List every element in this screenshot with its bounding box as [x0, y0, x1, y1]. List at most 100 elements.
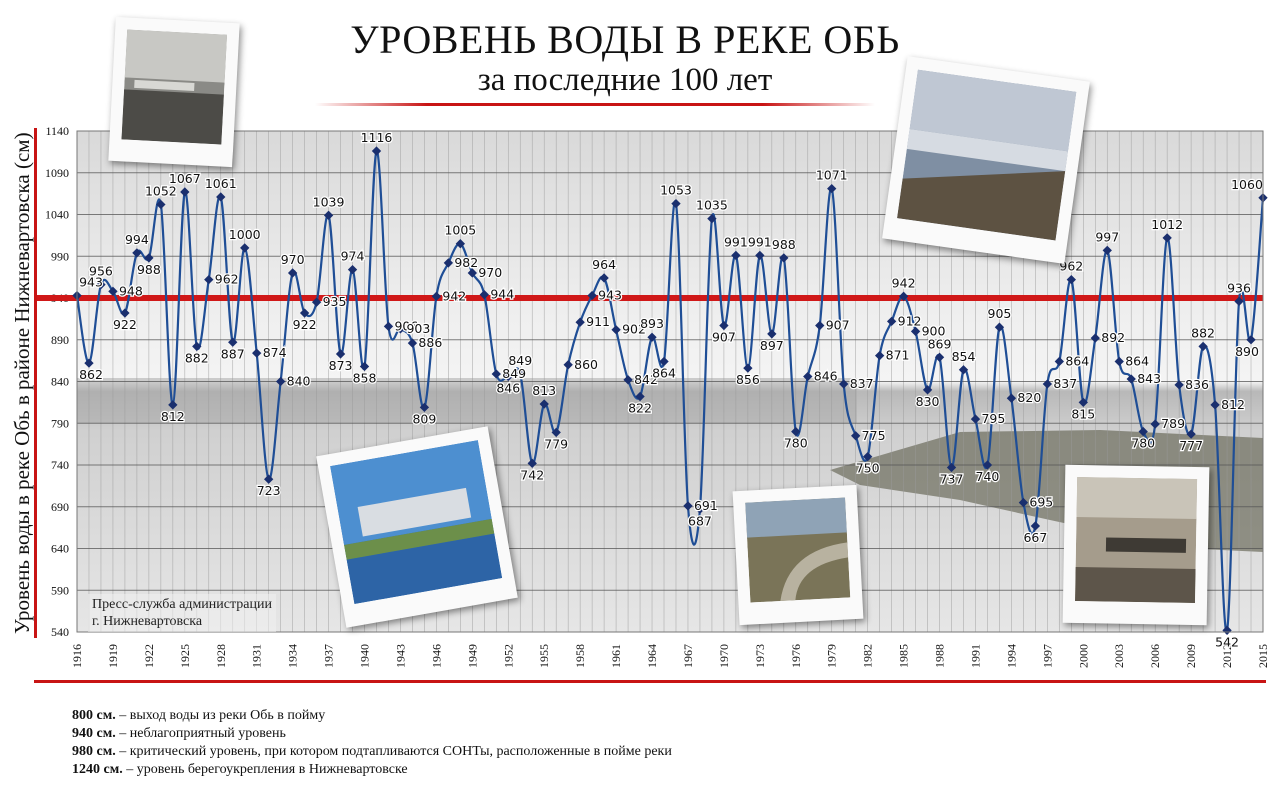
legend-value: 1240 см.	[72, 762, 123, 777]
data-label: 887	[221, 346, 245, 361]
x-tick-label: 2015	[1256, 644, 1270, 668]
x-tick-label: 1997	[1040, 644, 1054, 668]
data-label: 856	[736, 372, 760, 387]
data-label: 723	[257, 483, 281, 498]
data-point-marker	[120, 308, 130, 318]
data-label: 882	[1191, 325, 1215, 340]
data-point-marker	[156, 199, 166, 210]
data-label: 907	[712, 330, 736, 345]
legend-item: 800 см. – выход воды из реки Обь в пойму	[72, 707, 672, 725]
data-label: 813	[532, 383, 556, 398]
data-point-marker	[623, 375, 633, 385]
data-label: 846	[496, 380, 520, 395]
legend-value: 980 см.	[72, 744, 116, 759]
data-label: 1116	[361, 130, 393, 145]
photo-image	[121, 29, 228, 145]
photo-image	[897, 69, 1077, 241]
x-tick-label: 1934	[286, 644, 300, 668]
data-label: 970	[281, 252, 305, 267]
x-tick-label: 1925	[178, 644, 192, 668]
data-label: 902	[622, 322, 646, 337]
data-label: 837	[1053, 376, 1077, 391]
data-label: 1035	[696, 198, 728, 213]
data-point-marker	[275, 376, 286, 387]
y-axis-label: Уровень воды в реке Обь в районе Нижнева…	[10, 132, 34, 634]
data-label: 812	[161, 409, 185, 424]
x-tick-label: 1937	[322, 644, 336, 668]
photo-image	[330, 440, 503, 605]
x-tick-labels: 1916 1919 1922 1925 1928 1931 1934 1937 1940 1943…	[70, 644, 1270, 668]
data-label: 970	[478, 265, 502, 280]
x-tick-label: 1985	[897, 644, 911, 668]
data-point-marker	[419, 402, 430, 413]
data-point-marker	[335, 349, 346, 359]
data-label: 1039	[313, 194, 345, 209]
legend-text: – неблагоприятный уровень	[115, 726, 286, 741]
x-tick-label: 1943	[393, 644, 407, 668]
data-point-marker	[1210, 400, 1220, 410]
data-label: 911	[586, 314, 610, 329]
photo-flooded-road	[732, 484, 864, 626]
x-tick-label: 2009	[1184, 644, 1198, 668]
city-skyline	[77, 378, 857, 423]
data-point-marker	[527, 458, 537, 468]
data-label: 892	[1101, 330, 1125, 345]
data-label: 687	[688, 513, 712, 528]
x-tick-label: 1994	[1004, 644, 1018, 668]
x-tick-label: 1967	[681, 644, 695, 668]
x-tick-label: 1961	[609, 644, 623, 668]
y-tick-label: 590	[51, 583, 69, 597]
data-label: 691	[694, 498, 718, 513]
data-label: 912	[898, 313, 922, 328]
left-accent-rule	[34, 128, 37, 638]
data-point-marker	[1150, 419, 1160, 429]
data-label: 935	[323, 294, 347, 309]
data-point-marker	[479, 289, 489, 300]
data-point-marker	[192, 341, 202, 352]
data-label: 812	[1221, 397, 1245, 412]
x-tick-label: 1979	[825, 644, 839, 668]
data-label: 936	[1227, 280, 1251, 295]
x-tick-label: 2012	[1220, 644, 1234, 668]
y-tick-label: 790	[51, 416, 69, 430]
data-label: 777	[1179, 438, 1203, 453]
data-label: 890	[1235, 344, 1259, 359]
data-point-marker	[84, 358, 94, 368]
data-point-marker	[467, 268, 478, 278]
photo-city-river	[882, 56, 1090, 264]
data-label: 750	[856, 461, 880, 476]
data-point-marker	[635, 391, 645, 402]
photo-old-pier	[1062, 464, 1210, 626]
data-label: 997	[1095, 229, 1119, 244]
data-label: 1000	[229, 227, 261, 242]
data-point-marker	[779, 253, 789, 263]
data-point-marker	[910, 326, 921, 337]
data-label: 991	[724, 234, 748, 249]
data-point-marker	[491, 369, 501, 379]
data-point-marker	[743, 363, 753, 373]
data-point-marker	[683, 501, 693, 511]
data-label: 837	[850, 376, 874, 391]
data-label: 897	[760, 338, 784, 353]
data-label: 922	[293, 317, 317, 332]
x-tick-label: 1928	[214, 644, 228, 668]
data-point-marker	[383, 321, 394, 332]
x-tick-label: 1919	[106, 644, 120, 668]
data-label: 964	[592, 257, 616, 272]
data-label: 864	[652, 365, 676, 380]
data-label: 849	[508, 353, 532, 368]
data-label: 991	[748, 234, 772, 249]
legend-item: 980 см. – критический уровень, при котор…	[72, 743, 672, 761]
photo-image	[1075, 476, 1198, 604]
data-label: 742	[520, 467, 544, 482]
data-point-marker	[1186, 429, 1196, 439]
x-tick-label: 1922	[142, 644, 156, 668]
data-label: 864	[1065, 353, 1089, 368]
y-tick-label: 540	[51, 625, 69, 639]
y-tick-label: 1090	[45, 166, 69, 180]
data-label: 869	[928, 336, 952, 351]
data-point-marker	[1054, 356, 1065, 367]
data-point-marker	[144, 253, 154, 263]
data-point-marker	[299, 308, 310, 318]
data-label: 944	[490, 287, 514, 302]
